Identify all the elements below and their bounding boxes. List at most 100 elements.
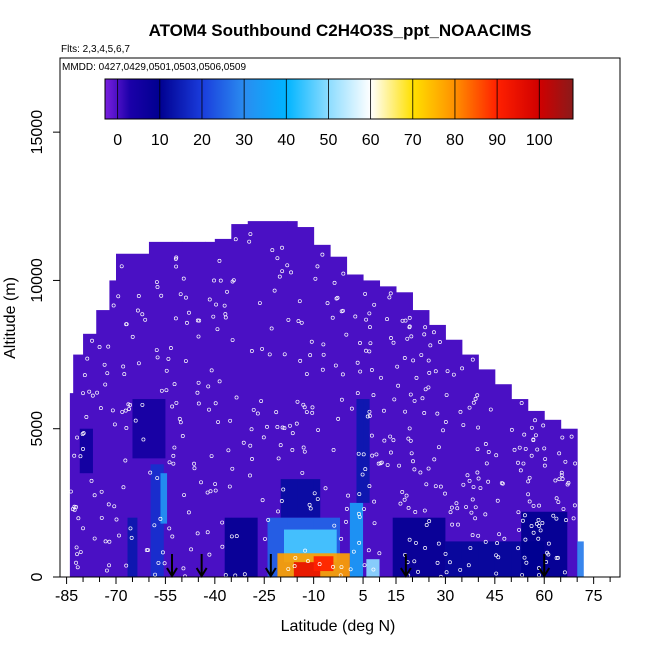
sample-point bbox=[443, 491, 447, 496]
colorbar-tick-label: 0 bbox=[113, 132, 122, 149]
sample-point bbox=[527, 499, 532, 504]
sample-point bbox=[225, 289, 229, 294]
sample-point bbox=[465, 473, 470, 478]
sample-point bbox=[298, 358, 303, 363]
sample-point bbox=[207, 552, 212, 557]
sample-point bbox=[78, 454, 83, 459]
heat-cell bbox=[287, 221, 298, 577]
sample-point bbox=[205, 530, 210, 535]
sample-point bbox=[559, 470, 564, 475]
sample-point bbox=[195, 531, 200, 536]
sample-point bbox=[512, 447, 517, 452]
sample-point bbox=[263, 536, 267, 541]
sample-point bbox=[495, 541, 500, 546]
sample-point bbox=[104, 568, 109, 573]
sample-point bbox=[155, 284, 160, 289]
profile-arrow-head bbox=[264, 567, 277, 578]
sample-point bbox=[502, 536, 507, 541]
sample-point bbox=[270, 248, 275, 253]
sample-point bbox=[280, 425, 285, 430]
sample-point bbox=[192, 461, 196, 466]
sample-point bbox=[554, 496, 559, 501]
sample-point bbox=[233, 573, 238, 577]
sample-point bbox=[156, 560, 161, 565]
sample-point bbox=[560, 435, 565, 440]
sample-point bbox=[433, 484, 438, 489]
sample-point bbox=[274, 410, 279, 415]
heat-cell bbox=[494, 384, 512, 577]
sample-point bbox=[186, 510, 191, 515]
sample-point bbox=[189, 547, 194, 552]
x-axis: -85 -70 -55 -40 -25 -10 5 15 30 45 60 75 bbox=[55, 577, 611, 605]
sample-point bbox=[250, 457, 254, 461]
sample-point bbox=[166, 356, 171, 361]
sample-point bbox=[251, 407, 256, 412]
sample-point bbox=[323, 486, 328, 491]
sample-point bbox=[307, 502, 312, 507]
sample-point bbox=[255, 411, 260, 416]
sample-point bbox=[341, 271, 346, 276]
sample-point bbox=[300, 470, 305, 475]
y-tick-label: 10000 bbox=[29, 258, 46, 303]
sample-point bbox=[562, 570, 567, 575]
sample-point bbox=[369, 367, 374, 372]
sample-point bbox=[473, 516, 478, 521]
sample-point bbox=[112, 504, 117, 509]
sample-point bbox=[301, 445, 306, 450]
sample-point bbox=[424, 482, 429, 487]
sample-point bbox=[316, 428, 321, 432]
sample-point bbox=[211, 314, 216, 319]
sample-point bbox=[172, 445, 177, 450]
sample-point bbox=[171, 453, 176, 458]
sample-point bbox=[388, 434, 393, 439]
sample-point bbox=[227, 484, 232, 489]
sample-point bbox=[423, 545, 428, 550]
sample-point bbox=[172, 382, 177, 387]
sample-point bbox=[339, 397, 344, 402]
colorbar-tick-label: 90 bbox=[488, 132, 506, 149]
sample-point bbox=[124, 563, 129, 568]
x-axis-label: Latitude (deg N) bbox=[281, 618, 396, 635]
sample-point bbox=[135, 308, 140, 313]
sample-point bbox=[471, 485, 476, 489]
sample-point bbox=[355, 391, 360, 396]
sample-point bbox=[441, 428, 445, 433]
sample-point bbox=[407, 315, 412, 320]
sample-point bbox=[411, 358, 416, 363]
sample-point bbox=[449, 505, 454, 510]
sample-point bbox=[146, 548, 151, 552]
sample-point bbox=[374, 452, 379, 457]
sample-point bbox=[553, 478, 558, 483]
sample-point bbox=[89, 478, 94, 483]
sample-point bbox=[353, 314, 358, 319]
sample-point bbox=[84, 415, 89, 419]
sample-point bbox=[218, 278, 223, 283]
sample-point bbox=[535, 447, 540, 452]
sample-point bbox=[196, 334, 201, 339]
sample-point bbox=[392, 397, 397, 402]
heatmap-layer bbox=[69, 221, 584, 577]
colorbar-tick-label: 60 bbox=[362, 132, 380, 149]
sample-point bbox=[159, 293, 164, 298]
sample-point bbox=[517, 527, 521, 532]
sample-point bbox=[475, 393, 480, 398]
heat-cell bbox=[69, 393, 74, 577]
sample-point bbox=[310, 405, 315, 410]
x-tick-label: 75 bbox=[585, 588, 603, 605]
sample-point bbox=[321, 352, 326, 357]
sample-point bbox=[97, 345, 102, 349]
sample-point bbox=[348, 567, 353, 572]
sample-point bbox=[372, 521, 377, 526]
colorbar: 0 10 20 30 40 50 60 70 80 90 100 bbox=[104, 78, 574, 149]
sample-point bbox=[444, 393, 449, 397]
sample-point bbox=[488, 407, 493, 412]
sample-point bbox=[241, 440, 246, 445]
sample-point bbox=[426, 466, 431, 471]
sample-point bbox=[122, 372, 127, 377]
sample-point bbox=[413, 510, 418, 514]
sample-point bbox=[432, 457, 437, 462]
sample-point bbox=[92, 536, 97, 541]
sample-point bbox=[293, 555, 298, 560]
sample-point bbox=[215, 327, 220, 332]
sample-point bbox=[321, 342, 326, 347]
